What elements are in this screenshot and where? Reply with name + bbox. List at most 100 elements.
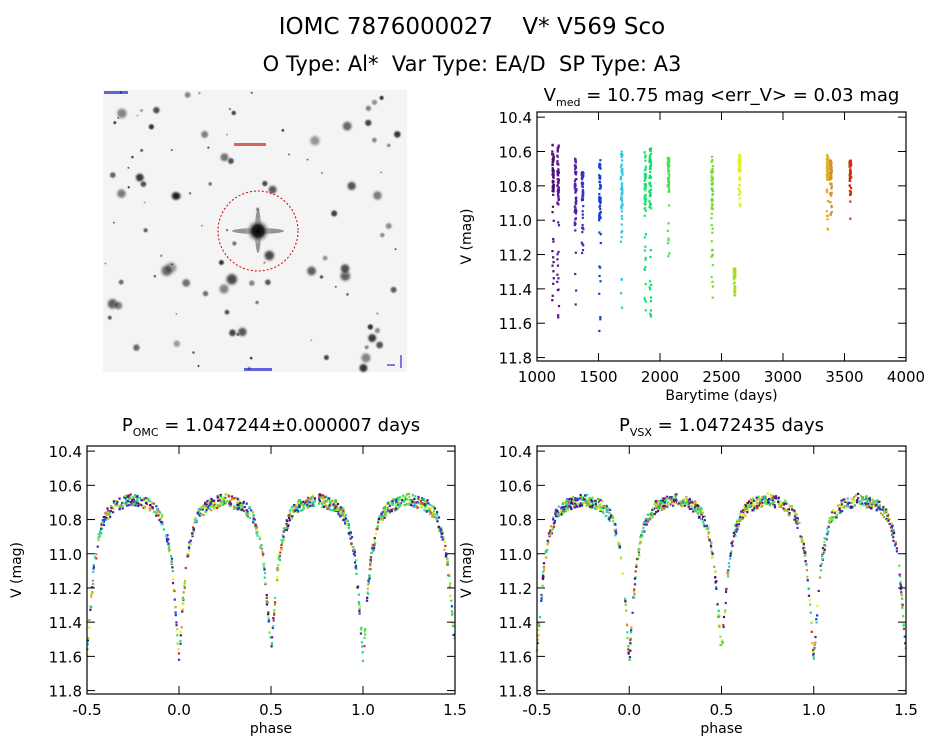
data-point: [739, 513, 742, 516]
data-point: [653, 503, 656, 506]
field-star: [152, 274, 157, 279]
data-point: [557, 203, 560, 206]
data-point: [102, 516, 105, 519]
data-point: [437, 516, 441, 519]
data-point: [634, 570, 637, 573]
data-point: [808, 599, 811, 602]
data-point: [136, 500, 139, 503]
field-star: [260, 179, 270, 188]
data-point: [125, 500, 128, 503]
data-point: [165, 536, 169, 539]
data-point: [557, 511, 560, 515]
data-point: [587, 501, 590, 504]
data-point: [574, 183, 577, 186]
data-point: [830, 168, 833, 171]
data-point: [667, 162, 670, 165]
data-point: [607, 516, 611, 519]
data-point: [270, 645, 273, 648]
data-point: [750, 501, 753, 505]
data-point: [710, 207, 713, 210]
data-point: [823, 537, 826, 540]
data-point: [102, 523, 106, 527]
data-point: [136, 495, 139, 499]
data-point: [436, 520, 439, 523]
data-point: [865, 506, 868, 509]
data-point: [738, 197, 741, 200]
field-star: [126, 185, 131, 190]
data-point: [347, 531, 350, 535]
data-point: [292, 508, 295, 512]
data-point: [377, 517, 381, 521]
data-point: [711, 253, 714, 256]
data-point: [203, 504, 206, 507]
data-point: [796, 522, 799, 525]
data-point: [221, 503, 224, 506]
data-point: [849, 192, 852, 195]
data-point: [830, 191, 833, 194]
figure-title: IOMC 7876000027 V* V569 Sco: [278, 14, 666, 40]
data-point: [403, 499, 406, 502]
data-point: [899, 581, 902, 584]
data-point: [265, 603, 269, 606]
y-tick-label: 10.6: [49, 477, 82, 495]
data-point: [755, 496, 758, 499]
data-point: [688, 507, 691, 510]
data-point: [756, 506, 759, 510]
data-point: [829, 176, 832, 180]
data-point: [562, 511, 565, 515]
data-point: [420, 498, 423, 501]
data-point: [586, 493, 589, 496]
data-point: [830, 516, 834, 519]
data-point: [722, 623, 725, 627]
data-point: [560, 508, 563, 511]
data-point: [783, 502, 786, 505]
data-point: [598, 162, 601, 165]
data-point: [557, 181, 560, 184]
data-point: [738, 188, 741, 192]
field-star: [183, 90, 193, 100]
data-point: [413, 503, 416, 506]
data-point: [217, 504, 220, 507]
data-point: [552, 156, 555, 159]
data-point: [310, 501, 313, 504]
data-point: [557, 178, 560, 181]
data-point: [710, 550, 713, 553]
field-star: [114, 186, 129, 201]
data-point: [627, 648, 630, 651]
data-point: [551, 163, 554, 167]
data-point: [830, 171, 833, 174]
data-point: [446, 563, 449, 566]
data-point: [827, 178, 830, 182]
data-point: [825, 214, 828, 218]
data-point: [281, 534, 284, 537]
data-point: [796, 526, 799, 530]
data-point: [574, 197, 577, 200]
data-point: [551, 299, 554, 302]
data-point: [685, 499, 688, 502]
data-point: [760, 499, 763, 502]
data-point: [830, 206, 833, 209]
data-point: [118, 497, 121, 500]
data-point: [247, 514, 250, 517]
data-point: [672, 499, 676, 503]
data-point: [643, 214, 646, 217]
data-point: [816, 614, 819, 617]
data-point: [271, 636, 274, 639]
data-point: [621, 168, 624, 171]
data-point: [230, 498, 234, 501]
data-point: [574, 497, 577, 500]
data-point: [574, 185, 577, 188]
y-tick-label: 11.2: [49, 580, 82, 598]
data-point: [321, 496, 324, 500]
data-point: [366, 587, 369, 590]
data-point: [649, 288, 652, 291]
data-point: [317, 502, 321, 505]
data-point: [844, 505, 848, 508]
data-point: [265, 593, 268, 597]
data-point: [666, 242, 670, 245]
data-point: [88, 626, 91, 629]
plot-frame: [536, 111, 907, 362]
data-point: [155, 505, 158, 508]
data-point: [800, 538, 803, 541]
